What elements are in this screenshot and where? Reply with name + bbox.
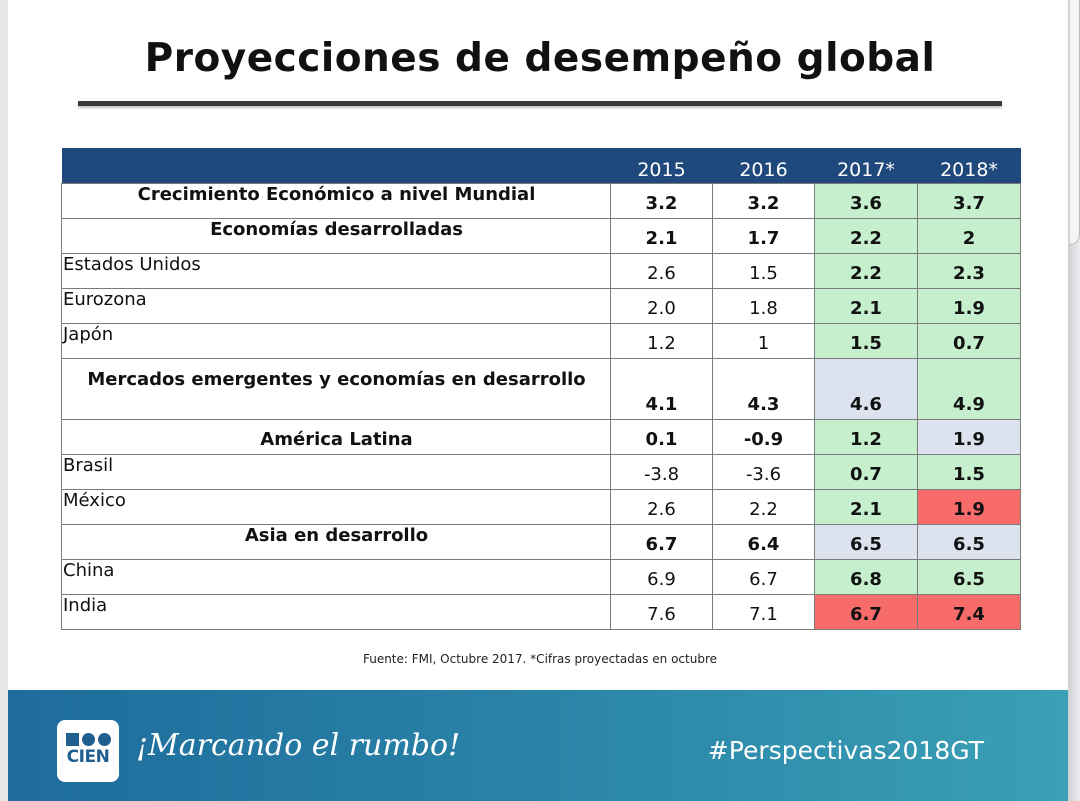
row-label: Mercados emergentes y economías en desar… <box>61 357 611 420</box>
cell: -3.6 <box>712 453 815 490</box>
slogan: ¡Marcando el rumbo! <box>136 728 461 763</box>
cell: 6.7 <box>610 523 713 560</box>
cell: 1.5 <box>917 453 1021 490</box>
cell: 4.9 <box>917 357 1021 420</box>
cell: 2.3 <box>917 252 1021 289</box>
row-label: Brasil <box>61 453 611 490</box>
table-header-row: 2015 2016 2017* 2018* <box>61 148 1021 183</box>
cell: 4.1 <box>610 357 713 420</box>
cell: 1.9 <box>917 287 1021 324</box>
table-row: América Latina 0.1 -0.9 1.2 1.9 <box>61 418 1021 455</box>
header-2018: 2018* <box>917 148 1021 183</box>
cell: 3.2 <box>610 182 713 219</box>
cell: 7.6 <box>610 593 713 630</box>
table-row: México 2.6 2.2 2.1 1.9 <box>61 488 1021 525</box>
cell: 2.1 <box>814 287 918 324</box>
header-blank <box>61 148 611 183</box>
table-row: Crecimiento Económico a nivel Mundial 3.… <box>61 182 1021 219</box>
cell: 3.2 <box>712 182 815 219</box>
cell: 2.6 <box>610 252 713 289</box>
source-note: Fuente: FMI, Octubre 2017. *Cifras proye… <box>362 652 718 666</box>
cell: 3.7 <box>917 182 1021 219</box>
cell: 1 <box>712 322 815 359</box>
cell: -0.9 <box>712 418 815 455</box>
cell: 7.1 <box>712 593 815 630</box>
cell: 0.7 <box>917 322 1021 359</box>
table-row: Estados Unidos 2.6 1.5 2.2 2.3 <box>61 252 1021 289</box>
cell: 2.1 <box>814 488 918 525</box>
cell: 6.4 <box>712 523 815 560</box>
table-row: Eurozona 2.0 1.8 2.1 1.9 <box>61 287 1021 324</box>
cell: 0.1 <box>610 418 713 455</box>
logo-block <box>66 733 79 746</box>
cell: -3.8 <box>610 453 713 490</box>
cell: 6.5 <box>814 523 918 560</box>
cell: 2.2 <box>814 252 918 289</box>
title-divider <box>78 101 1002 106</box>
cell: 1.5 <box>814 322 918 359</box>
hashtag: #Perspectivas2018GT <box>707 736 984 765</box>
cell: 2.1 <box>610 217 713 254</box>
logo-circle <box>98 733 111 746</box>
logo-wordmark: CIEN <box>66 747 110 767</box>
page-edge <box>1068 0 1080 801</box>
logo-circle <box>82 733 95 746</box>
cell: 1.2 <box>814 418 918 455</box>
table-row: India 7.6 7.1 6.7 7.4 <box>61 593 1021 630</box>
cell: 6.7 <box>814 593 918 630</box>
cell: 1.8 <box>712 287 815 324</box>
cell: 2 <box>917 217 1021 254</box>
cell: 4.3 <box>712 357 815 420</box>
logo-mark <box>66 733 111 746</box>
cell: 1.2 <box>610 322 713 359</box>
cell: 1.5 <box>712 252 815 289</box>
row-label: Japón <box>61 322 611 359</box>
row-label: Asia en desarrollo <box>61 523 611 560</box>
row-label: Estados Unidos <box>61 252 611 289</box>
cell: 1.7 <box>712 217 815 254</box>
header-2016: 2016 <box>712 148 815 183</box>
row-label: Eurozona <box>61 287 611 324</box>
table-row: Economías desarrolladas 2.1 1.7 2.2 2 <box>61 217 1021 254</box>
cell: 1.9 <box>917 418 1021 455</box>
cell: 2.6 <box>610 488 713 525</box>
header-2015: 2015 <box>610 148 713 183</box>
cell: 6.7 <box>712 558 815 595</box>
table-row: Japón 1.2 1 1.5 0.7 <box>61 322 1021 359</box>
page-title: Proyecciones de desempeño global <box>144 36 936 81</box>
cell: 0.7 <box>814 453 918 490</box>
cell: 2.2 <box>814 217 918 254</box>
cell: 3.6 <box>814 182 918 219</box>
row-label: América Latina <box>61 418 611 455</box>
table-row: Brasil -3.8 -3.6 0.7 1.5 <box>61 453 1021 490</box>
row-label: México <box>61 488 611 525</box>
cell: 2.0 <box>610 287 713 324</box>
projections-table: 2015 2016 2017* 2018* Crecimiento Económ… <box>61 148 1021 630</box>
cell: 1.9 <box>917 488 1021 525</box>
cell: 2.2 <box>712 488 815 525</box>
cell: 6.8 <box>814 558 918 595</box>
row-label: Economías desarrolladas <box>61 217 611 254</box>
row-label: Crecimiento Económico a nivel Mundial <box>61 182 611 219</box>
header-2017: 2017* <box>814 148 918 183</box>
row-label: China <box>61 558 611 595</box>
cell: 7.4 <box>917 593 1021 630</box>
cell: 6.5 <box>917 558 1021 595</box>
cell: 6.9 <box>610 558 713 595</box>
row-label: India <box>61 593 611 630</box>
cell: 6.5 <box>917 523 1021 560</box>
cien-logo: CIEN <box>57 720 119 782</box>
table-row: Mercados emergentes y economías en desar… <box>61 357 1021 420</box>
footer-banner: CIEN ¡Marcando el rumbo! #Perspectivas20… <box>8 690 1068 801</box>
table-row: Asia en desarrollo 6.7 6.4 6.5 6.5 <box>61 523 1021 560</box>
cell: 4.6 <box>814 357 918 420</box>
table-row: China 6.9 6.7 6.8 6.5 <box>61 558 1021 595</box>
